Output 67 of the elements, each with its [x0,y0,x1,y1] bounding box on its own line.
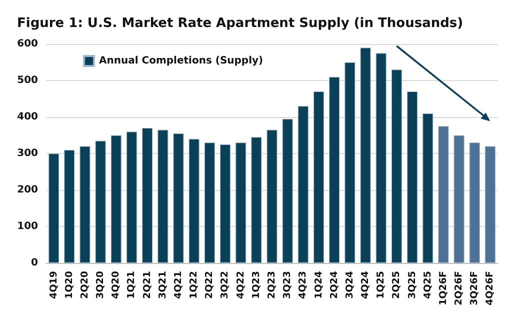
bar [251,137,262,263]
x-tick-label: 2Q20 [79,270,90,299]
bar [484,146,496,263]
y-tick-label: 0 [31,258,38,268]
x-tick-label: 1Q26F [438,271,449,306]
bar [220,144,231,263]
y-tick-label: 200 [17,184,38,196]
bar [95,140,106,263]
x-tick-label: 1Q25 [376,271,387,299]
y-tick-label: 100 [17,221,38,232]
bar [142,128,153,263]
bar [391,70,402,263]
x-tick-label: 2Q23 [266,271,278,299]
x-tick-label: 4Q22 [235,271,246,299]
x-tick-label: 2Q21 [142,271,153,299]
bar [344,62,356,263]
chart-title: Figure 1: U.S. Market Rate Apartment Supply (in Thousands) [17,16,464,31]
bar [48,154,60,263]
x-tick-label: 3Q24 [344,270,356,299]
bar [298,106,308,263]
legend-label: Annual Completions (Supply) [99,56,264,66]
x-tick-label: 1Q21 [126,271,138,299]
bar [438,126,449,263]
bar [173,133,184,263]
bar [64,150,75,263]
bar [110,135,122,263]
x-tick-label: 2Q24 [328,270,340,299]
x-tick-label: 2Q22 [204,271,216,299]
bar [313,91,324,263]
x-tick-label: 2Q26F [454,271,465,306]
bar [454,135,464,263]
bar [80,146,90,263]
x-tick-label: 3Q20 [95,270,106,299]
x-tick-label: 1Q23 [250,271,262,299]
bar [376,53,386,263]
bar [469,142,480,263]
y-tick-label: 500 [17,75,38,86]
x-tick-label: 3Q23 [282,271,294,299]
x-tick-label: 1Q22 [188,271,200,299]
x-tick-label: 3Q22 [220,271,231,299]
bar [329,76,340,263]
x-tick-label: 4Q25 [422,271,434,299]
bar [422,113,434,263]
y-tick-label: 300 [17,148,38,159]
y-tick-label: 600 [17,38,38,50]
x-tick-label: 1Q20 [64,270,75,299]
x-tick-label: 4Q24 [360,270,372,299]
x-tick-label: 3Q26F [469,271,480,306]
x-tick-label: 2Q25 [391,271,402,299]
x-tick-label: 4Q23 [298,271,309,299]
bar [236,142,246,263]
bar [266,130,278,263]
x-tick-label: 3Q25 [406,271,418,299]
bar [282,118,293,263]
x-tick-label: 3Q21 [157,271,168,299]
y-tick-label: 400 [17,112,38,122]
x-tick-label: 4Q26F [484,271,496,306]
bar [158,130,168,263]
x-tick-label: 4Q20 [110,270,122,299]
bar [406,91,418,263]
x-tick-label: 1Q24 [313,270,324,299]
x-tick-label: 4Q21 [172,271,184,299]
bar [126,132,138,263]
bar [360,48,371,263]
x-tick-label: 4Q19 [48,271,60,299]
bar [188,138,200,263]
bar [204,142,215,263]
